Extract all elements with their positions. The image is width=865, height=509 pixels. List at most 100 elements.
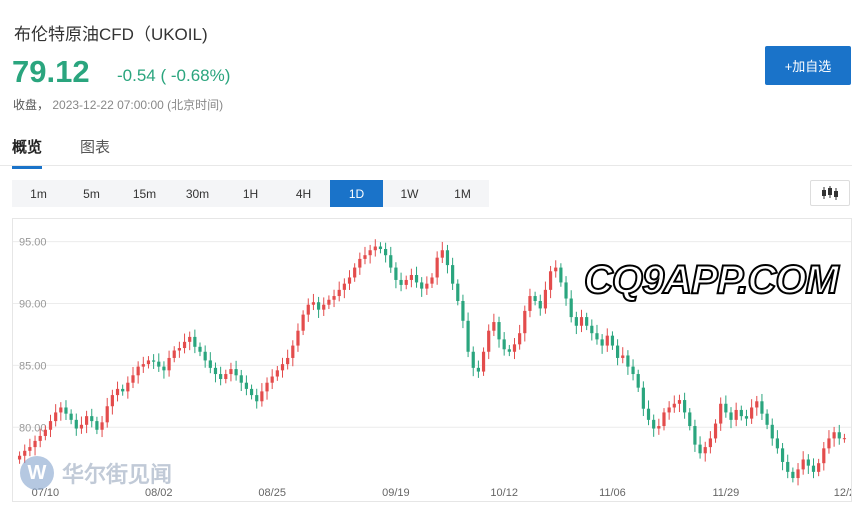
candle-body [286,357,290,365]
candle-body [43,429,47,436]
candle-body [162,366,166,371]
candle-body [657,426,661,429]
x-tick-label: 11/29 [712,487,739,499]
candle-body [389,255,393,268]
candle-body [239,375,243,383]
candle-body [461,301,465,321]
candle-body [430,277,434,284]
candle-body [79,424,84,429]
candle-body [713,423,718,439]
candle-body [90,416,94,422]
candle-body [126,382,130,392]
price-chart-panel: 95.00 90.00 85.00 80.00 07/10 08/02 08/25 09/19… [12,218,852,502]
candle-body [74,419,78,429]
candle-body [445,250,450,266]
add-favorite-button[interactable]: +加自选 [765,46,851,85]
instrument-title: 布伦特原油CFD（UKOIL) [14,25,208,44]
candle-body [23,450,27,456]
x-tick-label: 08/02 [145,487,173,499]
candle-body [152,360,156,362]
candle-body [311,302,316,305]
candle-body [38,435,42,441]
candle-body [95,421,99,430]
candle-body [337,289,341,297]
candle-body [270,376,274,383]
candle-body [296,330,300,346]
candle-body [605,335,609,346]
candle-body [595,333,599,340]
candle-body [683,400,687,413]
candle-body [404,279,408,285]
candle-body [791,471,795,479]
period-30m[interactable]: 30m [185,186,210,201]
period-1m[interactable]: 1m [30,186,47,201]
candle-body [693,426,697,445]
x-tick-label: 08/25 [258,487,286,499]
candle-body [121,388,125,392]
candle-body [451,265,455,284]
period-1w[interactable]: 1W [400,186,419,201]
candle-body [17,455,22,460]
period-1d[interactable]: 1D [330,180,383,207]
wallstreetcn-logo: W 华尔街见闻 [20,456,172,490]
candle-body [384,249,388,256]
period-1h[interactable]: 1H [242,186,259,201]
candle-body [755,401,759,408]
candle-body [301,314,305,331]
chart-type-button[interactable] [810,180,850,206]
candle-body [827,438,831,449]
candle-body [208,360,212,368]
candle-body [780,448,785,462]
candle-body [234,369,238,376]
x-tick-label: 11/06 [599,487,626,499]
candle-body [198,346,202,352]
x-tick-label: 09/19 [382,487,410,499]
candle-body [193,336,197,347]
period-5m[interactable]: 5m [83,186,100,201]
candle-body [564,282,568,299]
candle-body [265,382,269,392]
period-4h[interactable]: 4H [295,186,312,201]
watermark-text: CQ9APP.COM [583,257,840,303]
candle-body [760,401,764,414]
candle-body [786,461,790,472]
candle-body [115,388,120,396]
candle-body [518,333,522,345]
candle-body [801,459,805,470]
candle-body [585,317,589,326]
period-15m[interactable]: 15m [132,186,157,201]
candle-body [822,448,826,464]
candle-body [59,407,63,413]
tab-chart[interactable]: 图表 [80,139,111,156]
period-1mo[interactable]: 1M [454,186,471,201]
candle-body [219,374,223,379]
candle-body [734,409,738,420]
candle-body [110,395,114,407]
candle-body [497,322,501,340]
candle-body [249,388,254,396]
candle-body [260,391,264,402]
candle-body [672,403,676,408]
x-tick-label: 10/12 [490,487,518,499]
candle-body [306,304,310,315]
candle-body [662,412,666,427]
candle-body [559,267,563,283]
candle-body [538,301,542,309]
candle-body [703,447,707,454]
candle-body [394,267,398,280]
candle-body [188,336,192,342]
candle-body [667,407,671,413]
candle-body [229,369,233,375]
candle-body [332,296,336,300]
candle-body [435,257,439,278]
candle-body [487,330,491,352]
close-status-label: 收盘， [13,98,50,112]
candle-body [280,364,285,371]
candle-body [48,421,53,430]
candle-body [615,345,620,358]
candle-body [327,299,331,305]
candle-body [528,296,532,311]
candlestick-chart[interactable]: 95.00 90.00 85.00 80.00 07/10 08/02 08/25 09/19… [13,219,851,501]
candle-body [724,403,728,413]
tab-overview[interactable]: 概览 [12,136,43,169]
